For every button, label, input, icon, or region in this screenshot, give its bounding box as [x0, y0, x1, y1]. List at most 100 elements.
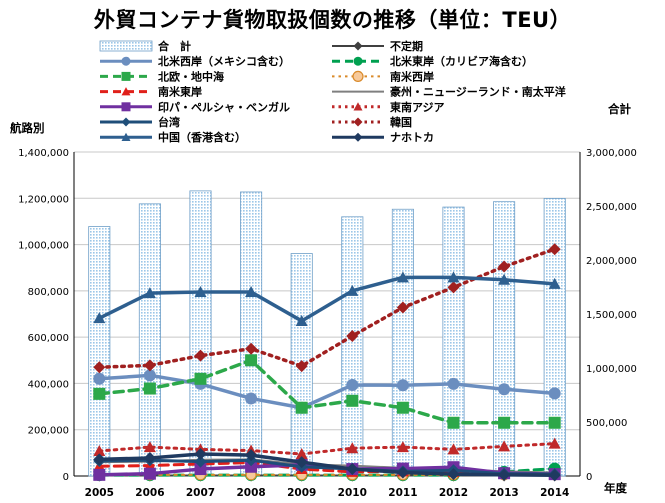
- data-point: [194, 455, 207, 468]
- x-tick-label: 2006: [135, 487, 164, 499]
- series-line: [97, 452, 557, 478]
- data-point: [143, 287, 156, 299]
- data-point: [93, 372, 106, 385]
- y-tick-right: 1,000,000: [586, 364, 637, 375]
- data-point: [548, 416, 561, 429]
- legend-label: 不定期: [390, 39, 423, 53]
- y-tick-left: 1,200,000: [18, 194, 69, 205]
- data-point: [143, 369, 156, 382]
- data-point: [194, 349, 207, 362]
- y-tick-left: 400,000: [28, 379, 69, 390]
- legend-item: 印パ・ペルシャ・ベンガル: [100, 100, 290, 114]
- legend-swatch: [99, 40, 153, 52]
- legend-item: 豪州・ニュージーランド・南太平洋: [332, 85, 566, 99]
- x-tick-label: 2007: [186, 487, 215, 499]
- data-point: [295, 456, 308, 469]
- legend-marker: [353, 117, 363, 127]
- data-point: [548, 243, 561, 256]
- data-point: [346, 379, 359, 392]
- data-point: [548, 387, 561, 400]
- legend-marker: [353, 56, 363, 66]
- data-point: [396, 379, 409, 392]
- legend-marker: [121, 71, 131, 81]
- y-tick-left: 1,400,000: [18, 148, 69, 159]
- data-point: [498, 468, 511, 481]
- data-point: [346, 329, 359, 342]
- y-tick-left: 1,000,000: [18, 241, 69, 252]
- data-point: [143, 467, 156, 480]
- y-tick-right: 500,000: [586, 418, 627, 429]
- data-point: [143, 451, 156, 464]
- legend-label: 中国（香港含む）: [158, 130, 246, 144]
- data-point: [245, 449, 258, 462]
- legend-marker: [352, 70, 364, 83]
- legend-item: 韓国: [332, 115, 412, 129]
- legend-label: 北欧・地中海: [158, 69, 224, 83]
- y-tick-left: 600,000: [28, 333, 69, 344]
- legend-label: 韓国: [390, 115, 412, 129]
- data-point: [245, 392, 258, 405]
- bar-total: [189, 190, 212, 477]
- x-tick-label: 2012: [439, 487, 468, 499]
- legend-marker: [353, 132, 363, 142]
- legend-label: 台湾: [158, 115, 180, 129]
- data-point: [548, 437, 561, 449]
- data-point: [295, 360, 308, 373]
- legend-marker: [121, 132, 131, 141]
- data-point: [447, 377, 460, 390]
- bar-total: [442, 206, 465, 477]
- bar-total: [543, 198, 566, 477]
- legend-item: 南米西岸: [332, 69, 434, 83]
- y-tick-right: 2,000,000: [586, 256, 637, 267]
- data-point: [447, 443, 460, 455]
- chart-title: 外貿コンテナ貨物取扱個数の推移（単位：TEU）: [93, 8, 572, 32]
- data-point: [396, 401, 409, 414]
- data-point: [194, 372, 207, 385]
- data-point: [498, 416, 511, 429]
- data-point: [295, 314, 308, 326]
- x-tick-label: 2005: [85, 487, 114, 499]
- data-point: [245, 286, 258, 298]
- legend-item: 中国（香港含む）: [100, 130, 246, 144]
- series-group: [93, 271, 561, 326]
- legend-item: 東南アジア: [332, 100, 445, 114]
- y-tick-right: 3,000,000: [586, 148, 637, 159]
- y-tick-right: 0: [586, 472, 592, 483]
- x-tick-label: 2010: [338, 487, 367, 499]
- legend-marker: [353, 102, 363, 111]
- data-point: [295, 401, 308, 414]
- data-point: [245, 460, 258, 473]
- legend-label: 合 計: [158, 39, 191, 53]
- series-group: [93, 354, 561, 429]
- series-group: [93, 448, 561, 482]
- legend-marker: [353, 41, 363, 51]
- data-point: [295, 448, 308, 460]
- data-point: [447, 416, 460, 429]
- series-line: [97, 373, 557, 410]
- data-point: [498, 273, 511, 285]
- bar-total: [240, 191, 263, 477]
- bar-total: [493, 201, 516, 477]
- data-point: [346, 442, 359, 454]
- legend-label: 北米東岸（カリビア海含む）: [390, 54, 533, 68]
- data-point: [93, 445, 106, 457]
- data-point: [498, 440, 511, 452]
- data-point: [396, 466, 409, 479]
- y-axis-label-right: 合計: [608, 102, 631, 116]
- data-point: [548, 277, 561, 289]
- legend-label: 豪州・ニュージーランド・南太平洋: [390, 85, 566, 99]
- data-point: [447, 281, 460, 294]
- data-point: [396, 271, 409, 283]
- legend-marker: [121, 117, 131, 127]
- data-point: [396, 301, 409, 314]
- x-tick-label: 2009: [287, 487, 316, 499]
- series-line: [97, 358, 557, 425]
- legend-label: 南米西岸: [390, 69, 434, 83]
- data-point: [346, 394, 359, 407]
- data-point: [143, 359, 156, 372]
- data-point: [346, 284, 359, 296]
- legend-label: 南米東岸: [158, 85, 202, 99]
- data-point: [245, 354, 258, 367]
- legend-label: ナホトカ: [390, 131, 434, 144]
